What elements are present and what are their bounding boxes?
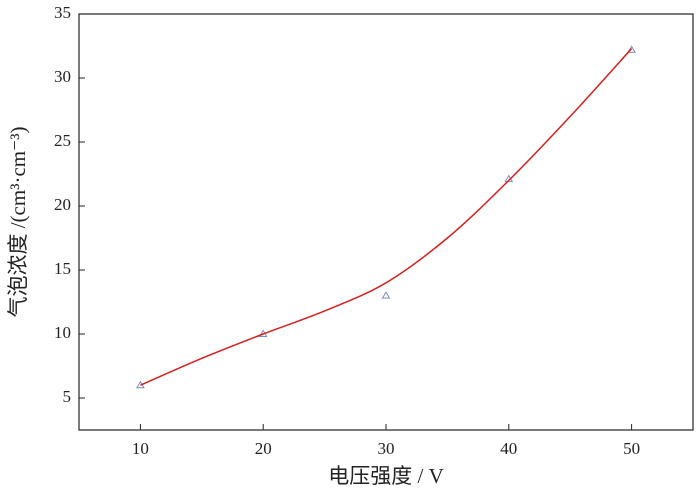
x-tick-label: 50: [623, 439, 640, 458]
y-tick-label: 10: [54, 323, 71, 342]
data-point: [381, 291, 391, 299]
x-tick-label: 40: [500, 439, 517, 458]
y-tick-label: 5: [63, 387, 72, 406]
x-tick-label: 10: [132, 439, 149, 458]
y-tick-label: 25: [54, 131, 71, 150]
y-tick-label: 30: [54, 67, 71, 86]
x-tick-label: 30: [378, 439, 395, 458]
x-tick-label: 20: [255, 439, 272, 458]
plot-frame: [78, 13, 694, 431]
y-tick-label: 35: [54, 3, 71, 22]
data-point: [627, 45, 636, 53]
x-axis-title: 电压强度 / V: [328, 464, 444, 488]
fit-line: [140, 48, 633, 386]
y-tick-label: 20: [54, 195, 71, 214]
y-tick-label: 15: [54, 259, 71, 278]
y-axis-title: 气泡浓度 /(cm³·cm⁻³): [6, 126, 30, 317]
